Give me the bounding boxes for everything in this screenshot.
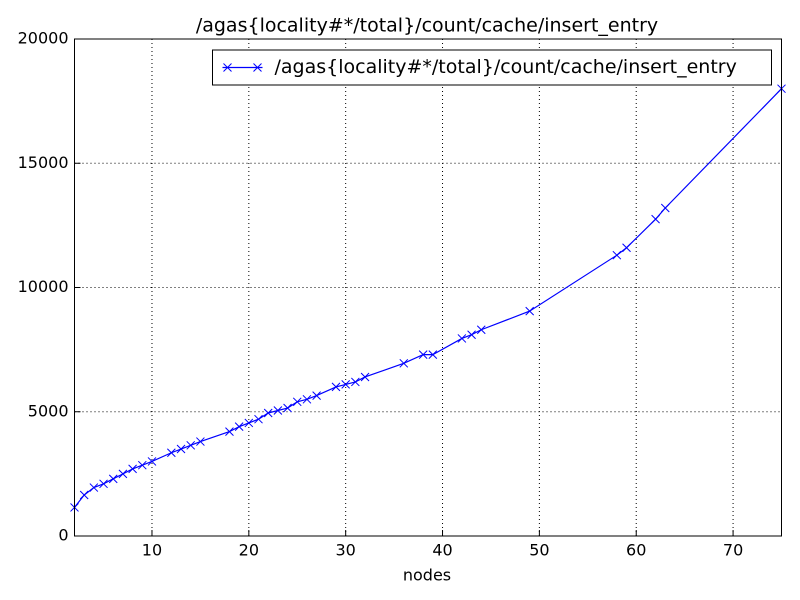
x-tick-label: 50	[529, 541, 549, 560]
y-tick-label: 15000	[18, 153, 69, 172]
marker	[351, 377, 360, 387]
marker	[651, 214, 660, 224]
marker	[176, 444, 186, 454]
marker	[399, 358, 409, 368]
marker	[457, 334, 467, 343]
marker	[428, 350, 438, 359]
x-tick-label: 70	[723, 541, 743, 560]
marker	[612, 250, 622, 260]
marker	[118, 469, 128, 479]
chart-title: /agas{locality#*/total}/count/cache/inse…	[196, 15, 658, 37]
marker	[254, 414, 263, 424]
marker	[166, 448, 176, 458]
marker	[128, 464, 137, 474]
y-tick-label: 20000	[18, 29, 69, 48]
legend-label: /agas{locality#*/total}/count/cache/inse…	[275, 56, 737, 78]
marker	[99, 479, 108, 489]
marker	[273, 406, 283, 415]
x-tick-label: 30	[335, 541, 355, 560]
marker	[79, 490, 89, 500]
legend-marker	[253, 63, 262, 72]
marker	[622, 243, 631, 253]
x-tick-label: 60	[626, 541, 646, 560]
x-axis-label: nodes	[403, 566, 451, 585]
legend-marker	[223, 63, 232, 72]
marker	[186, 440, 196, 450]
marker	[476, 325, 486, 335]
marker	[147, 457, 157, 466]
marker	[418, 350, 428, 359]
x-tick-label: 40	[432, 541, 452, 560]
marker	[341, 380, 351, 389]
legend-box	[212, 49, 772, 86]
y-tick-label: 10000	[18, 277, 69, 296]
marker	[234, 422, 244, 432]
x-tick-label: 20	[239, 541, 259, 560]
marker	[525, 306, 535, 316]
y-tick-label: 0	[58, 526, 68, 545]
plot-frame	[74, 38, 782, 537]
x-tick-label: 10	[142, 541, 162, 560]
marker	[331, 382, 341, 392]
marker	[312, 391, 321, 400]
marker	[196, 437, 205, 446]
marker	[292, 397, 302, 407]
marker	[108, 474, 118, 484]
marker	[467, 330, 476, 340]
marker	[137, 460, 147, 470]
marker	[660, 203, 670, 213]
marker	[89, 483, 99, 492]
marker	[263, 408, 273, 418]
marker	[360, 372, 370, 382]
marker	[244, 418, 254, 428]
marker	[283, 403, 292, 413]
marker	[225, 427, 234, 436]
marker	[302, 394, 312, 404]
y-tick-label: 5000	[28, 401, 69, 420]
